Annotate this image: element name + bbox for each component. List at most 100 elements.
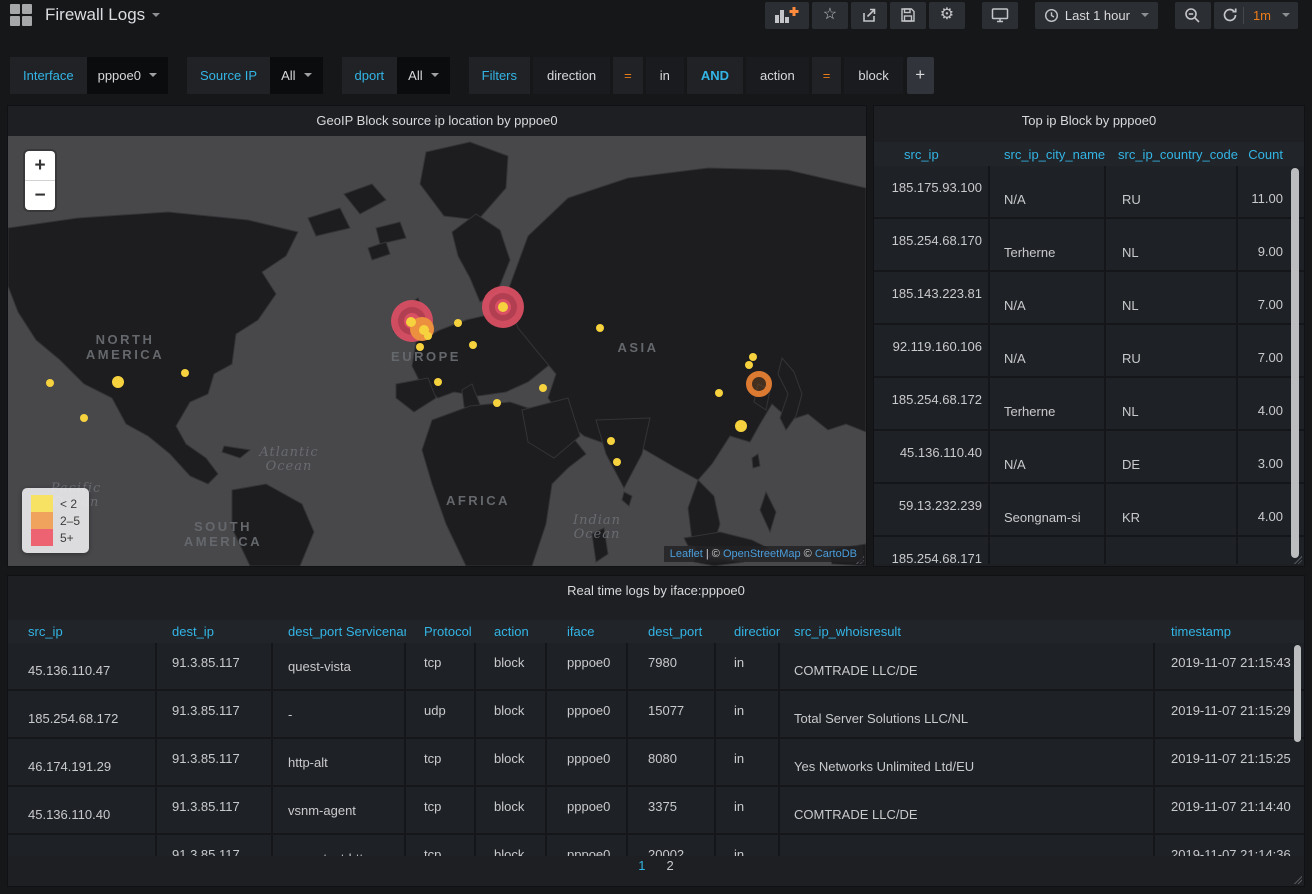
filter-segment-key[interactable]: action — [746, 57, 809, 94]
column-header-src-ip-country-code[interactable]: src_ip_country_code — [1106, 147, 1238, 162]
legend-swatch — [31, 529, 53, 546]
table-cell: commtact-http — [273, 835, 406, 856]
clock-icon — [1044, 8, 1059, 23]
filter-segment-condition[interactable]: AND — [687, 57, 743, 94]
column-header-src-ip-city-name[interactable]: src_ip_city_name — [990, 147, 1106, 162]
column-header-src-ip-whoisresult[interactable]: src_ip_whoisresult — [780, 624, 1155, 639]
map-marker-dot[interactable] — [715, 389, 723, 397]
table-cell: 2019-11-07 21:14:40 — [1155, 787, 1296, 833]
top-table-panel-title[interactable]: Top ip Block by pppoe0 — [874, 106, 1304, 134]
table-cell: 3.00 — [1238, 431, 1296, 482]
dashboard-settings-button[interactable]: ⚙ — [929, 2, 965, 29]
map-attribution: Leaflet | © OpenStreetMap © CartoDB — [664, 546, 863, 562]
dashboard-title-dropdown[interactable]: Firewall Logs — [45, 5, 160, 25]
table-cell: Terherne — [990, 219, 1106, 270]
add-filter-button[interactable]: + — [907, 57, 934, 94]
attribution-link[interactable]: OpenStreetMap — [723, 548, 801, 560]
panel-resize-handle[interactable] — [1293, 875, 1302, 884]
filter-segment-value[interactable]: in — [646, 57, 684, 94]
variable-value-dropdown[interactable]: All — [270, 57, 322, 94]
table-cell: 91.3.85.117 — [157, 787, 273, 833]
table-cell: 2019-11-07 21:15:29 — [1155, 691, 1296, 737]
column-header-src-ip[interactable]: src_ip — [8, 624, 157, 639]
variable-group: Source IPAll — [187, 57, 323, 94]
time-range-picker[interactable]: Last 1 hour — [1035, 2, 1158, 29]
table-cell: KR — [1106, 484, 1238, 535]
map-marker-dot[interactable] — [539, 384, 547, 392]
legend-item: < 2 — [31, 495, 80, 512]
map-panel-title[interactable]: GeoIP Block source ip location by pppoe0 — [8, 106, 866, 134]
table-cell: quest-vista — [273, 643, 406, 689]
refresh-picker[interactable]: 1m — [1214, 2, 1298, 29]
column-header-action[interactable]: action — [476, 624, 547, 639]
dashboards-menu-icon[interactable] — [10, 4, 32, 26]
top-table-scrollbar[interactable] — [1291, 168, 1299, 558]
table-cell: 91.3.85.117 — [157, 835, 273, 856]
map-marker-dot[interactable] — [112, 376, 124, 388]
map-marker-dot[interactable] — [613, 458, 621, 466]
time-range-label: Last 1 hour — [1065, 8, 1130, 23]
table-cell: 91.3.85.117 — [157, 691, 273, 737]
map-marker-dot[interactable] — [735, 420, 747, 432]
page-button-1[interactable]: 1 — [638, 858, 645, 873]
attribution-link[interactable]: Leaflet — [670, 548, 703, 560]
add-panel-button[interactable] — [765, 2, 809, 29]
filter-bar: Interfacepppoe0Source IPAlldportAll Filt… — [10, 56, 1302, 94]
map-marker-dot[interactable] — [454, 319, 462, 327]
table-cell: 91.3.85.117 — [157, 739, 273, 785]
variable-value-dropdown[interactable]: All — [397, 57, 449, 94]
map-marker-dot[interactable] — [498, 302, 508, 312]
star-icon: ☆ — [823, 7, 837, 23]
column-header-count[interactable]: Count — [1238, 147, 1296, 162]
filter-segment-operator[interactable]: = — [812, 57, 842, 94]
map-marker-dot[interactable] — [493, 399, 501, 407]
filter-segment-value[interactable]: block — [844, 57, 902, 94]
logs-table-scrollbar[interactable] — [1294, 645, 1301, 742]
column-header-timestamp[interactable]: timestamp — [1155, 624, 1296, 639]
column-header-src-ip[interactable]: src_ip — [874, 147, 990, 162]
legend-swatch — [31, 512, 53, 529]
tv-mode-button[interactable] — [982, 2, 1018, 29]
table-cell: 15077 — [628, 691, 716, 737]
filter-segment-operator[interactable]: = — [613, 57, 643, 94]
table-row: 92.119.160.106N/ARU7.00 — [874, 325, 1304, 378]
map-marker-dot[interactable] — [80, 414, 88, 422]
star-dashboard-button[interactable]: ☆ — [812, 2, 848, 29]
table-cell: N/A — [990, 272, 1106, 323]
map-zoom-in-button[interactable]: + — [25, 151, 55, 181]
attribution-link[interactable]: CartoDB — [815, 548, 857, 560]
column-header-iface[interactable]: iface — [547, 624, 628, 639]
filter-segment-key[interactable]: direction — [533, 57, 610, 94]
save-dashboard-button[interactable] — [890, 2, 926, 29]
map-marker-dot[interactable] — [46, 379, 54, 387]
map-marker-dot[interactable] — [749, 353, 757, 361]
column-header-dest-port[interactable]: dest_port — [628, 624, 716, 639]
map-marker-dot[interactable] — [416, 343, 424, 351]
page-button-2[interactable]: 2 — [667, 858, 674, 873]
map-marker-ring[interactable] — [746, 371, 772, 397]
table-cell: 185.143.223.81 — [874, 272, 990, 323]
column-header-protocol[interactable]: Protocol — [406, 624, 476, 639]
map-marker-dot[interactable] — [469, 341, 477, 349]
map-marker-dot[interactable] — [406, 317, 416, 327]
share-dashboard-button[interactable] — [851, 2, 887, 29]
map-marker-dot[interactable] — [181, 369, 189, 377]
map-marker-dot[interactable] — [745, 361, 753, 369]
column-header-direction[interactable]: direction — [716, 624, 780, 639]
world-map[interactable]: NORTHAMERICAEUROPEASIAAFRICASOUTHAMERICA… — [8, 136, 866, 566]
table-cell: 4.00 — [1238, 484, 1296, 535]
map-marker-dot[interactable] — [434, 378, 442, 386]
table-cell: in — [716, 787, 780, 833]
legend-swatch — [31, 495, 53, 512]
map-marker-dot[interactable] — [424, 332, 432, 340]
column-header-dest-ip[interactable]: dest_ip — [157, 624, 273, 639]
variable-value-dropdown[interactable]: pppoe0 — [87, 57, 168, 94]
logs-table-panel-title[interactable]: Real time logs by iface:pppoe0 — [8, 576, 1304, 604]
map-marker-dot[interactable] — [607, 437, 615, 445]
map-marker-dot[interactable] — [596, 324, 604, 332]
panel-realtime-logs: Real time logs by iface:pppoe0 src_ipdes… — [8, 576, 1304, 886]
map-zoom-out-button[interactable]: − — [25, 181, 55, 210]
refresh-interval-label: 1m — [1253, 8, 1271, 23]
zoom-out-time-button[interactable] — [1175, 2, 1211, 29]
column-header-dest-port-servicename[interactable]: dest_port Servicename — [273, 624, 406, 639]
